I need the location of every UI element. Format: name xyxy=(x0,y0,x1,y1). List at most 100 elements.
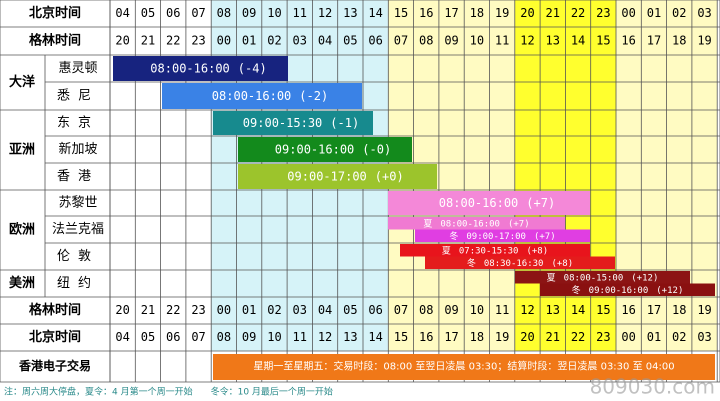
session-text: 08:00-16:00 (-4) xyxy=(150,61,266,75)
market-label: 纽约 xyxy=(57,276,99,291)
hour-label: 10 xyxy=(470,303,484,317)
hour-label: 17 xyxy=(647,34,661,48)
session-text: 冬 09:00-16:00 (+12) xyxy=(572,283,684,295)
column-bg xyxy=(565,0,591,351)
hour-label: 01 xyxy=(242,34,256,48)
hour-label: 22 xyxy=(571,6,585,20)
column-bg xyxy=(438,0,465,351)
session-time: 09:00-16:00 xyxy=(275,142,354,156)
session-time: 08:00-16:00 xyxy=(212,89,291,103)
hour-label: 09 xyxy=(242,330,256,344)
session-time: 09:00-17:00 xyxy=(287,169,366,183)
hour-label: 11 xyxy=(495,34,509,48)
hour-label: 16 xyxy=(621,34,635,48)
session-time: 08:00-16:00 xyxy=(440,219,500,229)
hour-label: 16 xyxy=(419,6,433,20)
session-text: 夏 08:00-15:00 (+12) xyxy=(547,272,659,283)
session-bar xyxy=(388,191,590,215)
session-bar xyxy=(162,83,362,109)
column-bg xyxy=(641,0,667,351)
session-season: 冬 xyxy=(467,256,476,268)
hour-label: 10 xyxy=(267,6,281,20)
hour-label: 08 xyxy=(217,330,231,344)
hour-label: 15 xyxy=(596,303,610,317)
session-time: 09:00-15:30 xyxy=(243,116,322,130)
hour-label: 03 xyxy=(293,34,307,48)
hour-label: 10 xyxy=(267,330,281,344)
session-offset: (+8) xyxy=(551,258,573,268)
session-bar xyxy=(540,283,715,296)
market-label: 伦敦 xyxy=(57,248,99,264)
session-text: 夏 08:00-16:00 (+7) xyxy=(423,218,529,229)
hour-label: 02 xyxy=(267,303,281,317)
hour-label: 20 xyxy=(115,34,129,48)
column-bg xyxy=(135,0,161,351)
row-label: 北京时间 xyxy=(29,5,81,21)
hour-label: 22 xyxy=(166,34,180,48)
session-offset: (+12) xyxy=(656,285,683,295)
hour-label: 15 xyxy=(394,6,408,20)
session-text: 夏 07:30-15:30 (+8) xyxy=(442,245,548,256)
row-label: 格林时间 xyxy=(29,302,81,318)
column-bg xyxy=(489,0,515,351)
hour-label: 15 xyxy=(394,330,408,344)
row-label: 北京时间 xyxy=(29,329,81,345)
region-label: 欧洲 xyxy=(9,222,35,238)
row-label: 香港电子交易 xyxy=(18,358,91,373)
session-offset: (+0) xyxy=(375,169,404,183)
market-label: 悉尼 xyxy=(57,89,99,104)
session-bar xyxy=(238,164,437,189)
hour-label: 22 xyxy=(571,330,585,344)
hour-label: 09 xyxy=(242,6,256,20)
column-bg xyxy=(514,0,541,351)
hour-label: 23 xyxy=(596,330,610,344)
session-bar xyxy=(388,217,565,230)
watermark: 809030.com xyxy=(590,375,715,399)
region-label: 大洋 xyxy=(9,74,35,90)
hour-label: 06 xyxy=(166,6,180,20)
hour-label: 09 xyxy=(444,34,458,48)
session-text: 冬 09:00-17:00 (+7) xyxy=(449,229,555,241)
market-label: 法兰克福 xyxy=(52,222,104,237)
session-offset: (+7) xyxy=(534,231,556,241)
session-bar xyxy=(400,244,590,257)
column-bg xyxy=(211,0,237,351)
hour-label: 22 xyxy=(166,303,180,317)
hour-label: 10 xyxy=(470,34,484,48)
session-bar xyxy=(425,256,615,269)
market-label: 香港 xyxy=(57,169,99,184)
session-bar xyxy=(213,354,715,380)
session-season: 夏 xyxy=(423,218,432,229)
hour-label: 04 xyxy=(318,303,332,317)
hour-label: 15 xyxy=(596,34,610,48)
hour-label: 19 xyxy=(697,34,711,48)
session-offset: (-1) xyxy=(330,116,359,130)
session-offset: (-0) xyxy=(362,142,391,156)
session-offset: (+12) xyxy=(631,273,658,283)
hour-label: 20 xyxy=(520,6,534,20)
session-bar xyxy=(515,271,690,284)
region-label: 亚洲 xyxy=(9,143,35,158)
hour-label: 07 xyxy=(191,330,205,344)
hour-label: 00 xyxy=(217,34,231,48)
session-offset: (-2) xyxy=(299,89,328,103)
hour-label: 13 xyxy=(546,303,560,317)
hour-label: 05 xyxy=(343,303,357,317)
hour-label: 03 xyxy=(697,6,711,20)
hour-label: 02 xyxy=(672,330,686,344)
hour-label: 03 xyxy=(697,330,711,344)
hour-label: 08 xyxy=(217,6,231,20)
hour-label: 11 xyxy=(293,330,307,344)
hour-label: 01 xyxy=(647,6,661,20)
session-bar xyxy=(238,137,412,162)
column-bg xyxy=(464,0,490,351)
session-time: 08:00-16:00 xyxy=(150,61,229,75)
hour-label: 23 xyxy=(191,34,205,48)
hour-label: 17 xyxy=(444,330,458,344)
session-time: 08:00-15:00 xyxy=(564,273,624,283)
hour-label: 19 xyxy=(495,6,509,20)
note: 注：周六周大停盘，夏令：4 月第一个周一开始 冬令：10 月最后一个周一开始 xyxy=(4,386,333,398)
hour-label: 06 xyxy=(368,303,382,317)
